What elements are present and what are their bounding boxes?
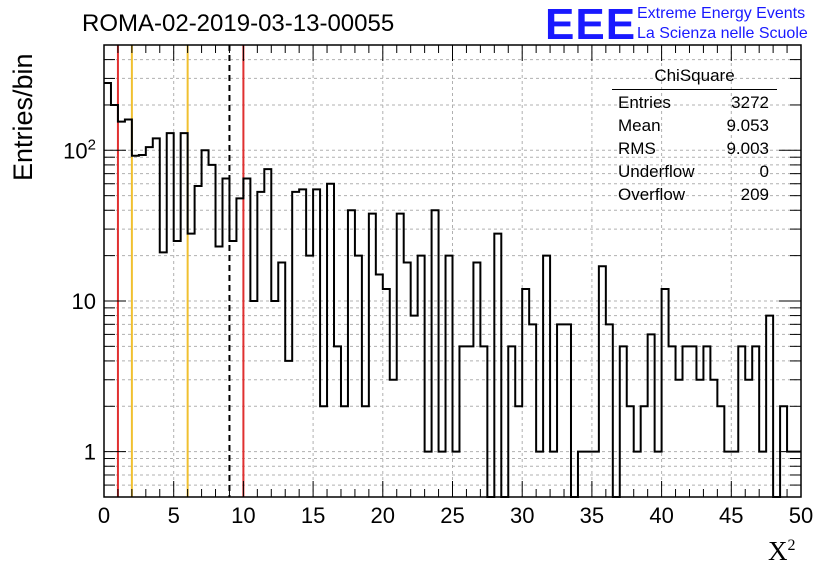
x-tick-label: 50	[789, 503, 813, 528]
stats-value: 209	[740, 185, 769, 204]
stats-label: Underflow	[618, 162, 695, 181]
stats-label: Mean	[618, 116, 661, 135]
logo-line-1: Extreme Energy Events	[637, 5, 806, 22]
stats-row-rms: RMS 9.003	[612, 137, 777, 160]
stats-row-mean: Mean 9.053	[612, 114, 777, 137]
stats-label: Entries	[618, 93, 671, 112]
x-tick-label: 40	[649, 503, 673, 528]
x-tick-label: 30	[510, 503, 534, 528]
stats-value: 0	[759, 162, 769, 181]
x-tick-label: 20	[371, 503, 395, 528]
x-tick-label: 25	[440, 503, 464, 528]
y-tick-label: 102	[63, 136, 96, 163]
histogram-series	[104, 81, 801, 498]
chart-title: ROMA-02-2019-03-13-00055	[82, 10, 395, 37]
y-tick-label: 1	[84, 440, 96, 465]
stats-row-entries: Entries 3272	[612, 91, 777, 114]
x-tick-label: 5	[168, 503, 180, 528]
x-tick-label: 15	[301, 503, 325, 528]
axis-ticks: 0 5 10 15 20 25 30 35 40 45 50 1 10 102	[63, 44, 813, 528]
x-tick-label: 35	[580, 503, 604, 528]
x-axis-label: X2	[768, 536, 796, 566]
y-axis-label: Entries/bin	[8, 53, 38, 181]
stats-value: 9.053	[726, 116, 769, 135]
stats-title: ChiSquare	[612, 66, 777, 90]
reference-lines	[116, 45, 245, 497]
x-tick-label: 45	[719, 503, 743, 528]
stats-value: 9.003	[726, 139, 769, 158]
stats-label: Overflow	[618, 185, 686, 204]
y-tick-label: 10	[72, 289, 96, 314]
x-tick-label: 0	[98, 503, 110, 528]
logo-line-2: La Scienza nelle Scuole	[637, 25, 808, 42]
stats-box: ChiSquare Entries 3272 Mean 9.053 RMS 9.…	[612, 66, 777, 206]
x-tick-label: 10	[231, 503, 255, 528]
stats-label: RMS	[618, 139, 656, 158]
stats-row-overflow: Overflow 209	[612, 183, 777, 206]
eee-logo: EEE	[545, 0, 637, 49]
stats-row-underflow: Underflow 0	[612, 160, 777, 183]
stats-value: 3272	[731, 93, 769, 112]
